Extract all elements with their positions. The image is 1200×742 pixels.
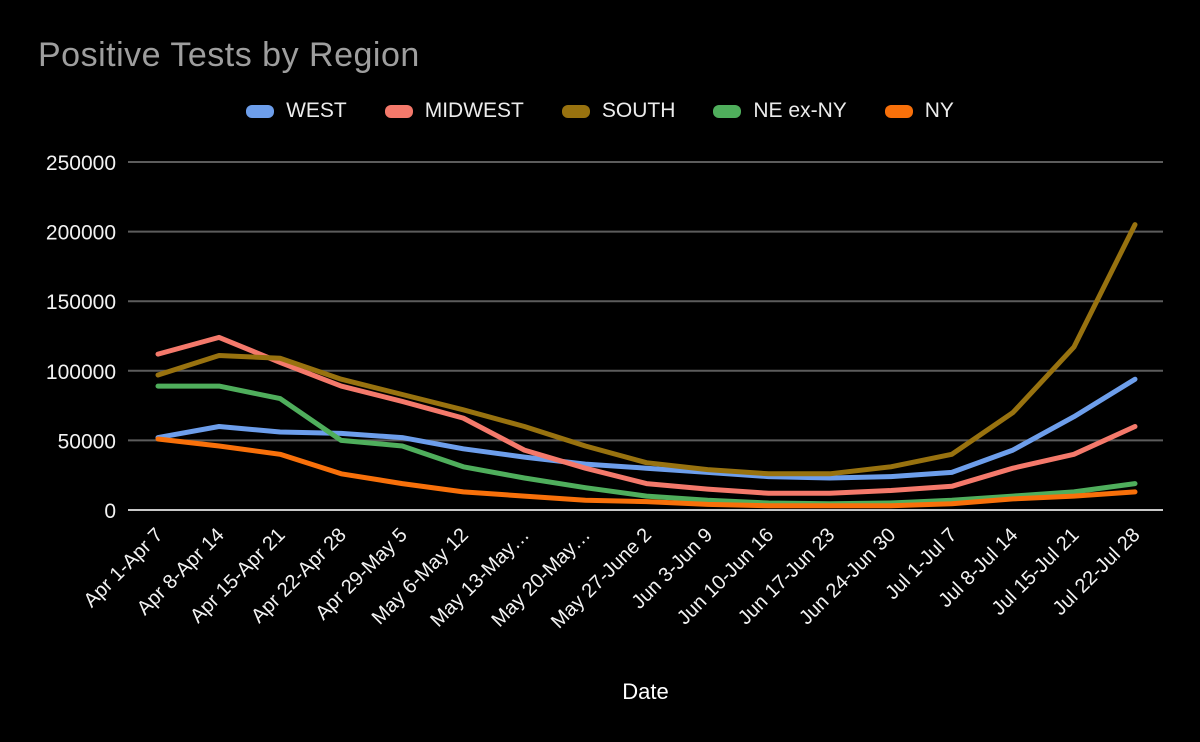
series-line-ne-ex-ny[interactable]	[155, 383, 1138, 507]
series-line-south[interactable]	[155, 222, 1138, 477]
legend-item-ny[interactable]: NY	[884, 99, 954, 123]
legend-swatch	[884, 104, 913, 118]
x-axis-title: Date	[622, 679, 668, 704]
series-line-ny[interactable]	[155, 436, 1138, 509]
legend-item-west[interactable]: WEST	[246, 99, 347, 123]
legend-label: WEST	[286, 99, 347, 122]
legend-label: NY	[924, 99, 954, 122]
legend-item-ne-ex-ny[interactable]: NE ex-NY	[713, 99, 847, 123]
y-tick-label: 150000	[46, 291, 116, 314]
legend-label: SOUTH	[601, 99, 676, 122]
y-tick-label: 50000	[58, 430, 116, 453]
legend-label: MIDWEST	[424, 99, 524, 122]
legend-item-south[interactable]: SOUTH	[561, 99, 676, 123]
legend-swatch	[384, 104, 413, 118]
series-line-midwest[interactable]	[155, 334, 1138, 496]
legend-swatch	[246, 104, 275, 118]
legend-label: NE ex-NY	[753, 99, 847, 122]
chart-legend: WEST MIDWEST SOUTH NE ex-NY NY	[0, 99, 1200, 123]
legend-item-midwest[interactable]: MIDWEST	[384, 99, 524, 123]
legend-swatch	[713, 104, 742, 118]
chart-title: Positive Tests by Region	[38, 36, 420, 74]
y-tick-label: 0	[104, 500, 116, 523]
series-line-west[interactable]	[155, 376, 1138, 481]
y-tick-label: 250000	[46, 152, 116, 175]
y-tick-label: 100000	[46, 361, 116, 384]
y-tick-label: 200000	[46, 222, 116, 245]
legend-swatch	[561, 104, 590, 118]
